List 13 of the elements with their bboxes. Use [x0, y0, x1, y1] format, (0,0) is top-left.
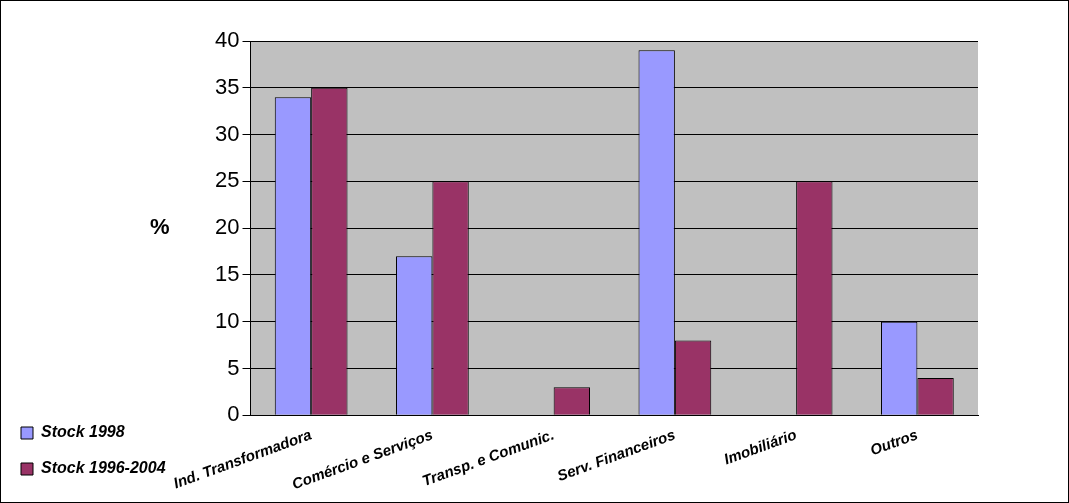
y-tick-label: 15 [215, 261, 240, 287]
y-tick-label: 0 [227, 401, 240, 427]
y-tick-label: 20 [215, 214, 240, 240]
x-tick-label: Outros [867, 425, 920, 459]
y-tick-label: 30 [215, 120, 240, 146]
y-tick-label: 5 [227, 354, 240, 380]
y-tick-label: 10 [215, 307, 240, 333]
legend-label: Stock 1996-2004 [41, 459, 166, 477]
y-axis-title: % [149, 214, 170, 240]
y-tick-label: 40 [215, 27, 240, 53]
legend-label: Stock 1998 [41, 423, 125, 441]
y-tick-label: 35 [215, 73, 240, 99]
y-tick-label: 25 [215, 167, 240, 193]
